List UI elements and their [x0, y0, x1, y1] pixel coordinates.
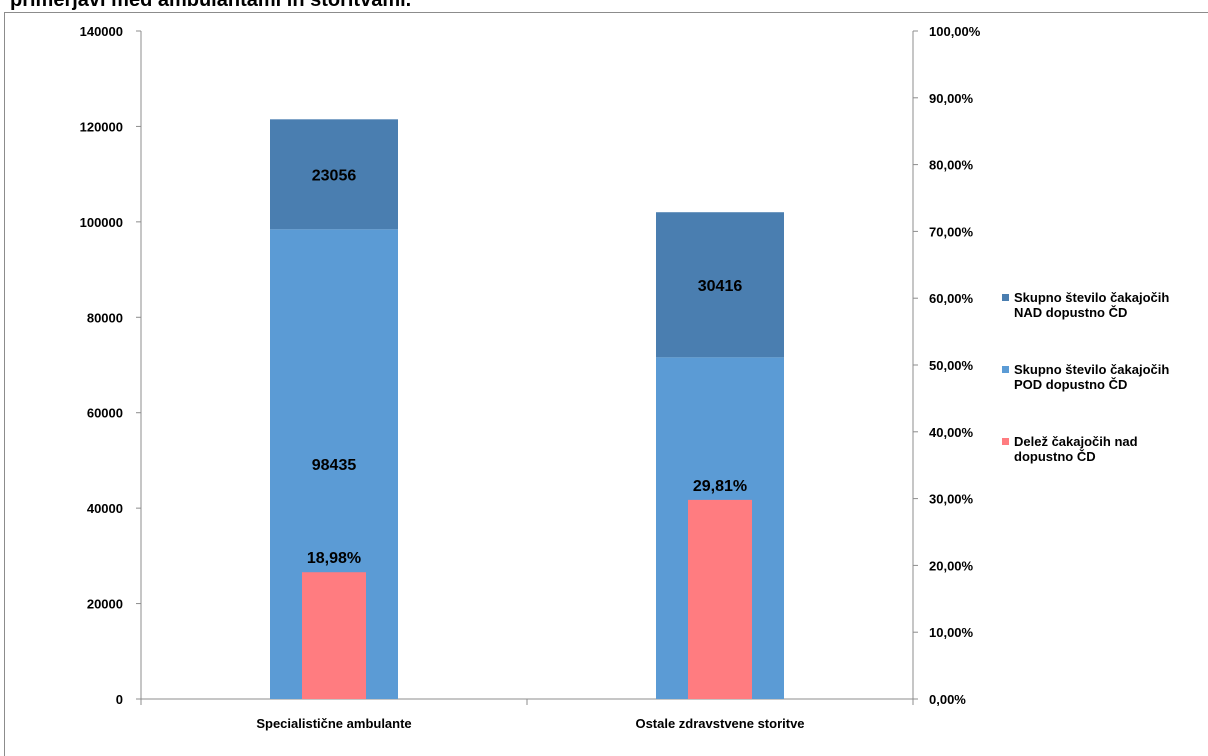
right-tick-label: 70,00%	[929, 224, 974, 239]
share-bar	[302, 572, 366, 699]
x-category-label: Specialistične ambulante	[256, 716, 411, 731]
bar-segment	[656, 212, 784, 358]
left-tick-label: 140000	[80, 24, 123, 39]
share-data-label: 18,98%	[307, 550, 361, 567]
legend-label-pod: Skupno število čakajočih POD dopustno ČD	[1014, 362, 1170, 392]
right-tick-label: 50,00%	[929, 358, 974, 373]
legend-label-nad: Skupno število čakajočih NAD dopustno ČD	[1014, 290, 1170, 320]
left-tick-label: 40000	[87, 501, 123, 516]
chart-frame	[4, 12, 1208, 756]
left-tick-label: 120000	[80, 119, 123, 134]
legend-swatch-pod	[1002, 366, 1009, 373]
right-tick-label: 40,00%	[929, 425, 974, 440]
legend: Skupno število čakajočih NAD dopustno ČD…	[1000, 290, 1208, 506]
chart-title: primerjavi med ambulantami in storitvami…	[10, 0, 412, 11]
bar-data-label: 23056	[312, 167, 357, 184]
left-tick-label: 60000	[87, 406, 123, 421]
share-data-label: 29,81%	[693, 478, 747, 495]
legend-item-nad: Skupno število čakajočih NAD dopustno ČD	[1000, 290, 1208, 320]
left-tick-label: 100000	[80, 215, 123, 230]
legend-item-delez: Delež čakajočih nad dopustno ČD	[1000, 434, 1208, 464]
bar-segment	[270, 119, 398, 230]
share-bar	[688, 499, 752, 699]
right-tick-label: 30,00%	[929, 492, 974, 507]
right-tick-label: 20,00%	[929, 558, 974, 573]
right-tick-label: 90,00%	[929, 91, 974, 106]
bar-data-label: 30416	[698, 278, 743, 295]
left-tick-label: 0	[116, 692, 123, 707]
legend-label-delez: Delež čakajočih nad dopustno ČD	[1014, 434, 1138, 464]
right-tick-label: 10,00%	[929, 625, 974, 640]
right-tick-label: 60,00%	[929, 291, 974, 306]
x-category-label: Ostale zdravstvene storitve	[635, 716, 804, 731]
left-tick-label: 80000	[87, 310, 123, 325]
right-tick-label: 80,00%	[929, 158, 974, 173]
bar-data-label: 98435	[312, 457, 357, 474]
legend-swatch-nad	[1002, 294, 1009, 301]
right-tick-label: 100,00%	[929, 24, 981, 39]
left-tick-label: 20000	[87, 597, 123, 612]
legend-swatch-delez	[1002, 438, 1009, 445]
legend-item-pod: Skupno število čakajočih POD dopustno ČD	[1000, 362, 1208, 392]
right-tick-label: 0,00%	[929, 692, 966, 707]
